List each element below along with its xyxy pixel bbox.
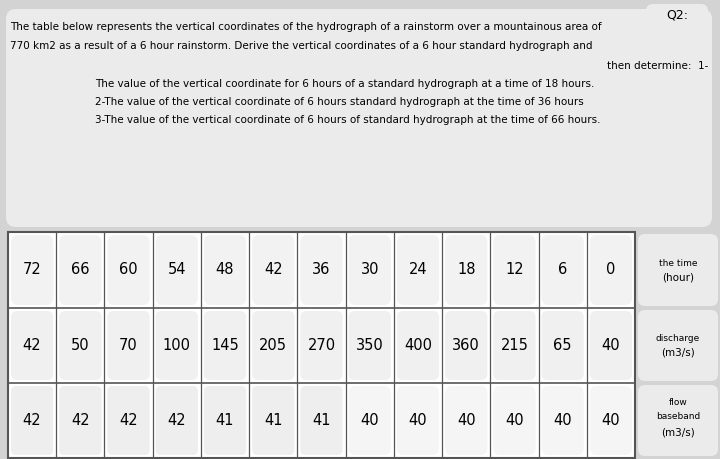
FancyBboxPatch shape — [493, 311, 536, 380]
Text: 24: 24 — [409, 263, 427, 278]
Bar — [8, 232, 635, 458]
Text: 65: 65 — [554, 338, 572, 353]
FancyBboxPatch shape — [493, 386, 536, 455]
FancyBboxPatch shape — [646, 4, 708, 26]
Text: 40: 40 — [505, 413, 523, 428]
FancyBboxPatch shape — [156, 235, 198, 305]
FancyBboxPatch shape — [156, 311, 198, 380]
Text: 3-The value of the vertical coordinate of 6 hours of standard hydrograph at the : 3-The value of the vertical coordinate o… — [95, 115, 600, 125]
Text: 205: 205 — [259, 338, 287, 353]
FancyBboxPatch shape — [300, 311, 343, 380]
FancyBboxPatch shape — [445, 386, 487, 455]
FancyBboxPatch shape — [204, 235, 246, 305]
FancyBboxPatch shape — [156, 386, 198, 455]
FancyBboxPatch shape — [348, 386, 391, 455]
FancyBboxPatch shape — [638, 310, 718, 381]
FancyBboxPatch shape — [590, 235, 632, 305]
FancyBboxPatch shape — [397, 235, 439, 305]
Text: 40: 40 — [602, 338, 620, 353]
Text: 0: 0 — [606, 263, 616, 278]
Text: 50: 50 — [71, 338, 90, 353]
Text: 18: 18 — [457, 263, 475, 278]
FancyBboxPatch shape — [204, 311, 246, 380]
Text: 70: 70 — [120, 338, 138, 353]
Text: (m3/s): (m3/s) — [661, 427, 695, 437]
FancyBboxPatch shape — [59, 386, 102, 455]
Text: 215: 215 — [500, 338, 528, 353]
FancyBboxPatch shape — [11, 386, 53, 455]
FancyBboxPatch shape — [541, 311, 584, 380]
FancyBboxPatch shape — [541, 386, 584, 455]
FancyBboxPatch shape — [590, 386, 632, 455]
FancyBboxPatch shape — [107, 311, 150, 380]
Text: 12: 12 — [505, 263, 523, 278]
Text: 66: 66 — [71, 263, 89, 278]
Text: 42: 42 — [71, 413, 90, 428]
FancyBboxPatch shape — [107, 235, 150, 305]
Text: 40: 40 — [361, 413, 379, 428]
FancyBboxPatch shape — [11, 311, 53, 380]
Text: baseband: baseband — [656, 412, 700, 421]
Text: 40: 40 — [554, 413, 572, 428]
Text: 42: 42 — [23, 413, 42, 428]
FancyBboxPatch shape — [590, 311, 632, 380]
Text: 2-The value of the vertical coordinate of 6 hours standard hydrograph at the tim: 2-The value of the vertical coordinate o… — [95, 97, 584, 107]
Text: 42: 42 — [120, 413, 138, 428]
Text: 145: 145 — [211, 338, 239, 353]
Text: (hour): (hour) — [662, 272, 694, 282]
FancyBboxPatch shape — [397, 311, 439, 380]
Text: 40: 40 — [409, 413, 427, 428]
Text: 42: 42 — [168, 413, 186, 428]
Text: 40: 40 — [602, 413, 620, 428]
FancyBboxPatch shape — [397, 386, 439, 455]
Text: 48: 48 — [216, 263, 234, 278]
Text: 270: 270 — [307, 338, 336, 353]
FancyBboxPatch shape — [348, 235, 391, 305]
Text: 350: 350 — [356, 338, 384, 353]
FancyBboxPatch shape — [204, 386, 246, 455]
Text: (m3/s): (m3/s) — [661, 347, 695, 358]
FancyBboxPatch shape — [252, 386, 294, 455]
Text: 60: 60 — [120, 263, 138, 278]
FancyBboxPatch shape — [445, 311, 487, 380]
Text: The table below represents the vertical coordinates of the hydrograph of a rains: The table below represents the vertical … — [10, 22, 602, 32]
Text: Q2:: Q2: — [666, 9, 688, 22]
Text: 770 km2 as a result of a 6 hour rainstorm. Derive the vertical coordinates of a : 770 km2 as a result of a 6 hour rainstor… — [10, 41, 593, 51]
Text: 400: 400 — [404, 338, 432, 353]
Text: 41: 41 — [216, 413, 234, 428]
Text: 40: 40 — [457, 413, 475, 428]
Text: the time: the time — [659, 258, 697, 268]
Text: The value of the vertical coordinate for 6 hours of a standard hydrograph at a t: The value of the vertical coordinate for… — [95, 79, 595, 89]
Text: 41: 41 — [312, 413, 330, 428]
Text: 54: 54 — [168, 263, 186, 278]
FancyBboxPatch shape — [11, 235, 53, 305]
FancyBboxPatch shape — [638, 234, 718, 306]
Text: flow: flow — [669, 398, 688, 407]
Text: 41: 41 — [264, 413, 282, 428]
FancyBboxPatch shape — [638, 385, 718, 456]
Text: discharge: discharge — [656, 334, 700, 343]
FancyBboxPatch shape — [59, 311, 102, 380]
FancyBboxPatch shape — [6, 9, 712, 227]
FancyBboxPatch shape — [300, 386, 343, 455]
FancyBboxPatch shape — [348, 311, 391, 380]
Text: 42: 42 — [264, 263, 282, 278]
Text: 100: 100 — [163, 338, 191, 353]
Text: then determine:  1-: then determine: 1- — [607, 61, 708, 71]
Text: 36: 36 — [312, 263, 330, 278]
FancyBboxPatch shape — [252, 311, 294, 380]
FancyBboxPatch shape — [300, 235, 343, 305]
Text: 30: 30 — [361, 263, 379, 278]
Text: 360: 360 — [452, 338, 480, 353]
Text: 72: 72 — [23, 263, 42, 278]
FancyBboxPatch shape — [59, 235, 102, 305]
FancyBboxPatch shape — [445, 235, 487, 305]
FancyBboxPatch shape — [107, 386, 150, 455]
FancyBboxPatch shape — [493, 235, 536, 305]
Text: 42: 42 — [23, 338, 42, 353]
Text: 6: 6 — [558, 263, 567, 278]
FancyBboxPatch shape — [541, 235, 584, 305]
FancyBboxPatch shape — [252, 235, 294, 305]
